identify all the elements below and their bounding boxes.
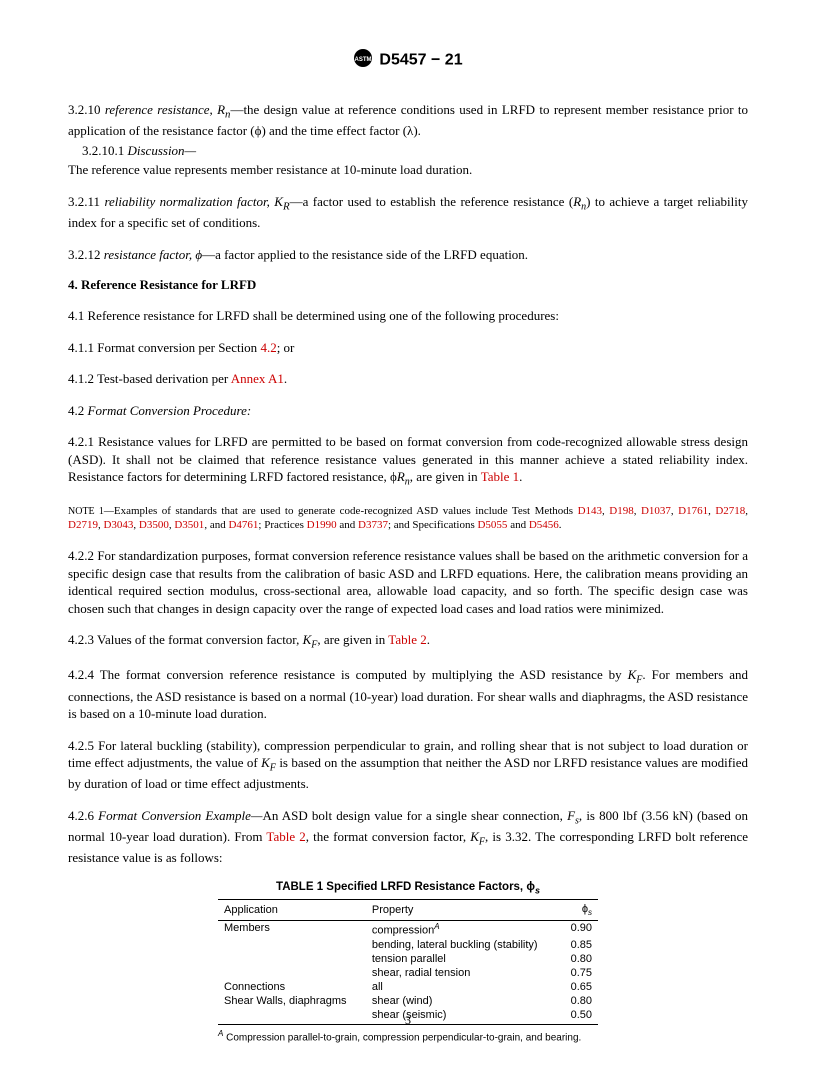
link-d2719[interactable]: D2719 [68,519,98,531]
link-d143[interactable]: D143 [578,505,602,517]
para-4-2: 4.2 Format Conversion Procedure: [68,402,748,420]
col-property: Property [366,899,561,920]
cell-value: 0.80 [561,952,598,966]
cell-value: 0.80 [561,994,598,1008]
cell-property: all [366,980,561,994]
table-1-grid: Application Property ϕs Memberscompressi… [218,899,598,1025]
para-4-2-6: 4.2.6 Format Conversion Example—An ASD b… [68,807,748,867]
def-32101-text: The reference value represents member re… [68,161,748,179]
link-d198[interactable]: D198 [609,505,633,517]
para-4-2-4: 4.2.4 The format conversion reference re… [68,666,748,722]
doc-designation: D5457 − 21 [379,52,462,69]
cell-value: 0.75 [561,966,598,980]
cell-application [218,938,366,952]
def-3210: 3.2.10 reference resistance, Rn—the desi… [68,101,748,140]
def-3211: 3.2.11 reliability normalization factor,… [68,193,748,232]
page-number: 3 [0,1013,816,1028]
svg-text:ASTM: ASTM [355,57,372,63]
link-d5456[interactable]: D5456 [529,519,559,531]
table-row: tension parallel0.80 [218,952,598,966]
doc-header: ASTM D5457 − 21 [68,48,748,73]
link-table-2[interactable]: Table 2 [388,632,426,647]
para-4-2-2: 4.2.2 For standardization purposes, form… [68,547,748,617]
cell-application [218,966,366,980]
table-1-header-row: Application Property ϕs [218,899,598,920]
link-annex-a1[interactable]: Annex A1 [231,371,284,386]
table-row: Shear Walls, diaphragmsshear (wind)0.80 [218,994,598,1008]
link-table-1[interactable]: Table 1 [481,469,519,484]
cell-value: 0.90 [561,921,598,938]
link-d5055[interactable]: D5055 [477,519,507,531]
link-d3500[interactable]: D3500 [139,519,169,531]
cell-value: 0.85 [561,938,598,952]
cell-application: Connections [218,980,366,994]
table-row: MemberscompressionA0.90 [218,921,598,938]
cell-property: bending, lateral buckling (stability) [366,938,561,952]
link-d3737[interactable]: D3737 [358,519,388,531]
para-4-1: 4.1 Reference resistance for LRFD shall … [68,307,748,325]
cell-application: Members [218,921,366,938]
def-32101-label: 3.2.10.1 Discussion— [68,142,748,160]
link-d2718[interactable]: D2718 [715,505,745,517]
link-d3043[interactable]: D3043 [103,519,133,531]
cell-value: 0.65 [561,980,598,994]
footnote-marker: A [434,922,439,931]
cell-property: shear (wind) [366,994,561,1008]
table-row: Connectionsall0.65 [218,980,598,994]
table-1-footnote: A Compression parallel-to-grain, compres… [218,1029,598,1044]
link-section-4-2[interactable]: 4.2 [260,340,276,355]
link-table-2b[interactable]: Table 2 [266,829,305,844]
page-body: ASTM D5457 − 21 3.2.10 reference resista… [0,0,816,1084]
para-4-1-2: 4.1.2 Test-based derivation per Annex A1… [68,370,748,388]
section-4-head: 4. Reference Resistance for LRFD [68,277,748,293]
table-row: shear, radial tension0.75 [218,966,598,980]
para-4-2-1: 4.2.1 Resistance values for LRFD are per… [68,433,748,489]
note-1: NOTE 1—Examples of standards that are us… [68,504,748,534]
para-4-2-5: 4.2.5 For lateral buckling (stability), … [68,737,748,793]
link-d1990[interactable]: D1990 [307,519,337,531]
link-d1761[interactable]: D1761 [678,505,708,517]
astm-logo-icon: ASTM [353,48,373,73]
link-d1037[interactable]: D1037 [641,505,671,517]
link-d4761[interactable]: D4761 [228,519,258,531]
def-3212: 3.2.12 resistance factor, ϕ—a factor app… [68,246,748,264]
para-4-1-1: 4.1.1 Format conversion per Section 4.2;… [68,339,748,357]
cell-application: Shear Walls, diaphragms [218,994,366,1008]
col-application: Application [218,899,366,920]
para-4-2-3: 4.2.3 Values of the format conversion fa… [68,631,748,652]
table-row: bending, lateral buckling (stability)0.8… [218,938,598,952]
cell-property: compressionA [366,921,561,938]
table-1-title: TABLE 1 Specified LRFD Resistance Factor… [218,881,598,895]
cell-property: shear, radial tension [366,966,561,980]
col-phi: ϕs [561,899,598,920]
cell-application [218,952,366,966]
link-d3501[interactable]: D3501 [174,519,204,531]
cell-property: tension parallel [366,952,561,966]
